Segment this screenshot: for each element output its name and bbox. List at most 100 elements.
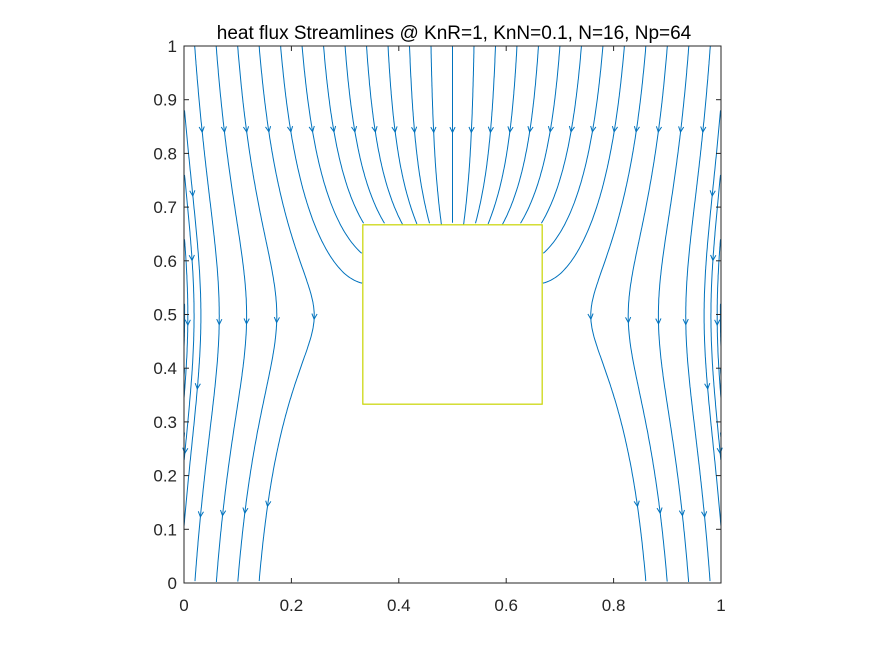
y-tick-label: 0.8	[153, 144, 177, 163]
streamline-25	[183, 110, 202, 526]
streamline-1	[215, 46, 248, 583]
streamline-arrow	[311, 313, 318, 321]
streamline-arrow	[547, 125, 554, 134]
streamline-29	[183, 239, 189, 399]
y-tick-label: 0.3	[153, 413, 177, 432]
x-tick-label: 0.2	[280, 596, 304, 615]
obstacle-square	[362, 224, 543, 405]
streamline-arrow	[709, 190, 716, 198]
streamline-arrow	[242, 126, 250, 134]
streamline-22	[627, 46, 668, 582]
streamline-arrow	[700, 126, 707, 134]
y-tick-label: 0.2	[153, 467, 177, 486]
streamline-arrow	[189, 190, 196, 198]
streamline-arrow	[527, 126, 534, 134]
streamline-13	[463, 46, 475, 225]
streamline-arrow	[286, 125, 294, 133]
streamline-23	[657, 46, 690, 583]
streamline-arrow	[351, 125, 358, 134]
streamline-3	[258, 46, 315, 582]
streamline-arrow	[655, 126, 663, 134]
y-tick-label: 0.4	[153, 359, 177, 378]
chart-title: heat flux Streamlines @ KnR=1, KnN=0.1, …	[217, 23, 692, 44]
streamline-arrow	[487, 126, 494, 134]
y-axis-ticks: 0 0.1 0.2 0.3 0.4 0.5 0.6 0.7 0.8 0.9 1	[153, 37, 721, 593]
streamline-arrow	[242, 507, 249, 515]
streamline-arrow	[590, 125, 597, 133]
streamline-arrow	[633, 500, 640, 508]
y-tick-label: 1	[168, 37, 177, 56]
y-tick-label: 0.9	[153, 91, 177, 110]
streamline-17	[520, 46, 561, 224]
streamline-arrow	[656, 507, 663, 515]
streamline-arrow	[391, 126, 398, 134]
x-tick-label: 0	[179, 596, 188, 615]
streamline-arrow	[716, 447, 723, 455]
streamline-arrow	[611, 125, 619, 133]
streamline-20	[542, 46, 625, 284]
streamline-8	[366, 46, 403, 225]
streamline-arrow	[194, 383, 201, 390]
streamline-16	[502, 46, 539, 225]
y-tick-label: 0.5	[153, 306, 177, 325]
streamline-arrow	[371, 126, 378, 134]
y-tick-label: 0	[168, 574, 177, 593]
streamline-arrow	[678, 126, 685, 134]
streamline-30	[716, 239, 722, 399]
streamlines	[182, 46, 723, 583]
streamline-arrow	[220, 509, 227, 517]
streamline-2	[237, 46, 278, 582]
streamline-arrow	[411, 126, 418, 134]
streamline-26	[703, 110, 722, 526]
streamline-arrow	[265, 500, 272, 508]
streamline-arrow	[714, 319, 721, 327]
streamline-arrow	[220, 126, 227, 134]
streamline-6	[323, 46, 365, 224]
streamline-arrow	[655, 318, 662, 326]
streamline-arrow	[568, 125, 575, 133]
streamline-arrow	[198, 126, 205, 134]
streamline-arrow	[710, 254, 717, 262]
streamline-arrow	[273, 316, 280, 324]
streamline-10	[409, 46, 430, 224]
y-tick-label: 0.1	[153, 520, 177, 539]
streamline-arrow	[449, 126, 456, 134]
streamline-18	[540, 46, 582, 224]
streamline-arrow	[678, 509, 685, 517]
streamline-arrow	[682, 318, 689, 326]
streamline-11	[430, 46, 442, 225]
x-tick-label: 0.8	[602, 596, 626, 615]
streamline-arrow	[243, 318, 250, 326]
streamline-19	[542, 46, 604, 254]
streamline-arrow	[308, 125, 315, 133]
streamline-7	[344, 46, 385, 224]
streamline-arrow	[330, 125, 337, 133]
streamline-arrow	[216, 318, 223, 326]
y-tick-label: 0.7	[153, 198, 177, 217]
streamline-arrow	[197, 511, 204, 519]
streamline-27	[183, 174, 195, 460]
x-tick-label: 0.6	[494, 596, 518, 615]
x-tick-label: 1	[716, 596, 725, 615]
streamline-arrow	[507, 126, 514, 134]
streamline-arrow	[701, 511, 708, 519]
streamline-arrow	[633, 126, 640, 134]
streamline-5	[301, 46, 363, 254]
x-tick-label: 0.4	[387, 596, 411, 615]
streamline-24	[685, 46, 711, 582]
streamline-arrow	[587, 313, 594, 321]
streamline-arrow	[704, 383, 711, 390]
streamline-arrow	[182, 447, 189, 455]
streamline-0	[194, 46, 220, 582]
streamline-arrow	[468, 126, 475, 134]
x-axis-ticks: 0 0.2 0.4 0.6 0.8 1	[179, 46, 726, 615]
streamline-arrow	[184, 319, 191, 327]
streamline-14	[475, 46, 496, 224]
streamline-28	[710, 174, 722, 460]
streamline-arrow	[188, 254, 195, 262]
streamline-arrow	[625, 316, 632, 324]
streamline-9	[387, 46, 418, 225]
streamline-4	[280, 46, 363, 284]
streamline-21	[590, 46, 647, 582]
